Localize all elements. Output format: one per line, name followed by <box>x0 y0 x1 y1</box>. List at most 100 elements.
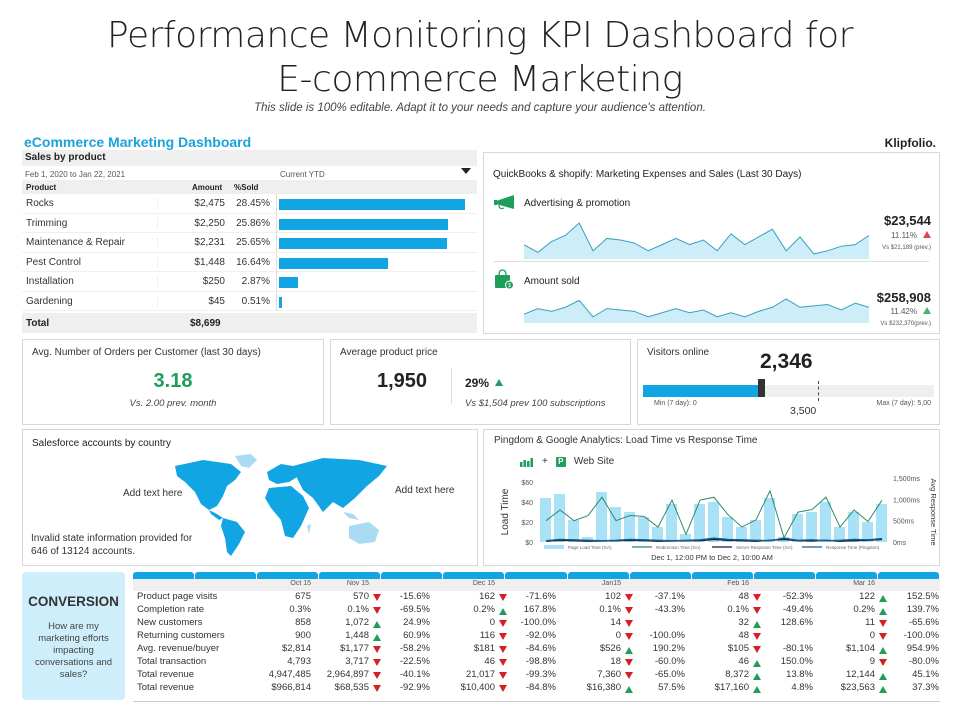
visitors-online-card: Visitors online 2,346 Min (7 day): 0 3,5… <box>637 339 940 425</box>
sales-total-row: Total $8,699 <box>22 313 477 333</box>
tab[interactable] <box>195 572 257 579</box>
metric-label: New customers <box>137 617 203 628</box>
tab[interactable] <box>691 572 753 579</box>
metric-label: Product page visits <box>137 591 218 602</box>
metric-value: 0 <box>615 630 621 641</box>
metric-change: 139.7% <box>906 604 939 615</box>
world-map <box>175 454 387 556</box>
up-arrow-icon <box>625 647 633 654</box>
metric-change: 13.8% <box>786 669 813 680</box>
y2-axis-label: Avg Response Time <box>929 479 938 546</box>
tab[interactable] <box>877 572 940 579</box>
down-arrow-icon <box>879 620 887 627</box>
product-pct-sold: 0.51% <box>241 295 270 307</box>
up-arrow-icon <box>495 379 504 386</box>
map-note: Invalid state information provided for 6… <box>31 533 193 557</box>
metric-value: 0.2% <box>473 604 495 615</box>
tab[interactable] <box>629 572 691 579</box>
dropdown-caret-icon[interactable] <box>461 168 471 174</box>
axis-tick <box>276 213 277 233</box>
load-time-bar <box>792 514 803 542</box>
tab[interactable] <box>815 572 877 579</box>
up-arrow-icon <box>373 621 381 628</box>
down-arrow-icon <box>625 672 633 679</box>
tab[interactable] <box>567 572 629 579</box>
up-arrow-icon <box>753 673 761 680</box>
advertising-prev: Vs $21,189 (prev.) <box>882 245 931 251</box>
amount-sold-value: $258,908 <box>876 290 931 305</box>
metric-base-value: 4,947,485 <box>268 669 311 680</box>
down-arrow-icon <box>753 607 761 614</box>
load-time-bar <box>736 527 747 542</box>
metric-change: -65.6% <box>908 617 939 628</box>
load-time-bar <box>764 498 775 542</box>
chart-source-label: Web Site <box>573 456 615 467</box>
metric-value: 32 <box>738 617 749 628</box>
product-name: Rocks <box>26 198 54 209</box>
advertising-label: Advertising & promotion <box>524 198 631 209</box>
metric-base-value: 4,793 <box>287 656 311 667</box>
map-australia <box>349 522 379 544</box>
tab[interactable] <box>753 572 815 579</box>
product-amount: $1,448 <box>157 256 225 268</box>
tab[interactable] <box>257 572 319 579</box>
conversion-row: Avg. revenue/buyer $2,814 $1,177 -58.2% $181… <box>133 643 940 656</box>
down-arrow-icon <box>499 633 507 640</box>
metric-value: 46 <box>484 656 495 667</box>
col-product: Product <box>26 183 57 192</box>
gauge-current-marker <box>758 379 766 397</box>
period-select[interactable]: Current YTD <box>280 170 325 179</box>
gauge-fill <box>643 385 761 397</box>
conversion-row: Total revenue $966,814 $68,535 -92.9% $10,40… <box>133 682 940 695</box>
metric-value: 48 <box>738 630 749 641</box>
down-arrow-icon <box>373 646 381 653</box>
product-pct-sold: 16.64% <box>236 256 270 268</box>
gauge-target-line <box>818 381 820 401</box>
amount-sold-up-arrow-icon <box>923 307 931 314</box>
metric-change: 4.8% <box>791 682 813 693</box>
slide-title-line1: Performance Monitoring KPI Dashboard for <box>107 15 853 56</box>
metric-value: 0.1% <box>347 604 369 615</box>
metric-change: -84.8% <box>525 682 556 693</box>
avg-orders-label: Avg. Number of Orders per Customer (last… <box>32 347 261 358</box>
map-text-right[interactable]: Add text here <box>395 485 455 496</box>
load-time-bar <box>834 527 845 542</box>
legend-label: Redirection Time (GA) <box>656 545 701 550</box>
product-name: Gardening <box>26 295 73 307</box>
metric-value: 14 <box>610 617 621 628</box>
quickbooks-title: QuickBooks & shopify: Marketing Expenses… <box>493 169 802 180</box>
period-header: Oct 15 <box>290 580 311 587</box>
metric-change: -37.1% <box>654 591 685 602</box>
metric-value: 116 <box>479 630 495 641</box>
metric-change: 128.6% <box>780 617 813 628</box>
metric-change: -60.0% <box>654 656 685 667</box>
up-arrow-icon <box>753 660 761 667</box>
tab[interactable] <box>443 572 505 579</box>
down-arrow-icon <box>499 685 507 692</box>
metric-value: $105 <box>727 643 749 654</box>
down-arrow-icon <box>373 685 381 692</box>
up-arrow-icon <box>879 686 887 693</box>
down-arrow-icon <box>499 646 507 653</box>
conversion-row: Total transaction 4,793 3,717 -22.5% 46 -98.8… <box>133 656 940 669</box>
load-time-bar <box>666 504 677 542</box>
tab[interactable] <box>505 572 567 579</box>
tab[interactable] <box>381 572 443 579</box>
pingdom-chart-panel: Pingdom & Google Analytics: Load Time vs… <box>483 429 940 566</box>
legend-swatch <box>544 545 564 549</box>
tab[interactable] <box>319 572 381 579</box>
brand-logo: Klipfolio. <box>884 136 936 150</box>
metric-value: 8,372 <box>725 669 749 680</box>
conversion-table-header: Oct 15 Nov 15 Dec 15 Jan15 Feb 16 Mar 16 <box>133 579 940 591</box>
visitors-gauge <box>643 379 934 401</box>
load-time-bar <box>638 517 649 542</box>
amount-sold-label: Amount sold <box>524 276 580 287</box>
y-tick-label: $20 <box>521 520 533 527</box>
tab[interactable] <box>133 572 195 579</box>
sales-panel-title: Sales by product <box>22 150 477 166</box>
down-arrow-icon <box>625 594 633 601</box>
advertising-sparkline <box>524 222 869 259</box>
metric-change: -71.6% <box>525 591 556 602</box>
sparkline-line <box>524 298 869 318</box>
map-text-left[interactable]: Add text here <box>123 488 183 499</box>
